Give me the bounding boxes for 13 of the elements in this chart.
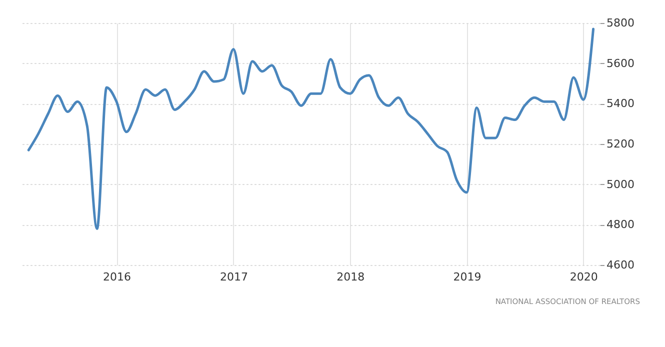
x-tick-label: 2019 — [453, 270, 482, 284]
x-tick-label: 2016 — [103, 270, 132, 284]
x-tick-label: 2017 — [220, 270, 248, 284]
line-series — [27, 28, 595, 230]
y-tick-label: 5600 — [606, 56, 634, 70]
y-tick-label: 5800 — [606, 16, 634, 30]
y-tick-label: 5000 — [606, 178, 634, 191]
y-tick-label: 5400 — [606, 97, 634, 110]
x-tick-label: 2020 — [570, 270, 598, 284]
y-tick-label: 4800 — [606, 218, 634, 232]
y-tick-label: 4600 — [606, 258, 634, 272]
y-tick-label: 5200 — [606, 138, 634, 150]
x-tick-label: 2018 — [336, 270, 365, 284]
